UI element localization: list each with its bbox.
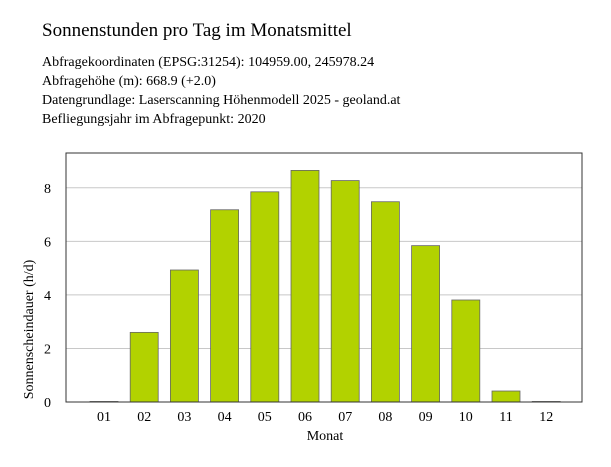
x-tick-label: 11	[499, 410, 512, 425]
y-tick-label: 8	[44, 182, 51, 197]
x-tick-label: 07	[338, 410, 352, 425]
bar-month-08	[370, 201, 400, 403]
y-tick-label: 6	[44, 235, 51, 250]
x-axis-label: Monat	[307, 429, 344, 444]
x-tick-label: 12	[539, 410, 553, 425]
x-tick-label: 08	[378, 410, 392, 425]
x-tick-label: 10	[459, 410, 473, 425]
y-tick-label: 0	[44, 396, 51, 411]
x-tick-label: 05	[258, 410, 272, 425]
x-tick-label: 04	[218, 410, 232, 425]
bar-month-10	[451, 299, 481, 403]
y-tick-labels: 0 2 4 6 8	[44, 182, 51, 411]
query-coordinates-line: Abfragekoordinaten (EPSG:31254): 104959.…	[42, 55, 375, 70]
x-tick-label: 03	[177, 410, 191, 425]
query-height-line: Abfragehöhe (m): 668.9 (+2.0)	[42, 74, 216, 89]
x-tick-label: 01	[97, 410, 111, 425]
plot-frame	[65, 152, 583, 403]
y-tick-label: 4	[44, 289, 51, 304]
flight-year-line: Befliegungsjahr im Abfragepunkt: 2020	[42, 112, 266, 127]
bar-month-11	[491, 390, 521, 403]
grid-lines	[66, 187, 582, 349]
bar-month-04	[210, 209, 240, 403]
bar-month-07	[330, 180, 360, 403]
x-tick-label: 02	[137, 410, 151, 425]
y-axis-label: Sonnenscheindauer (h/d)	[22, 259, 37, 399]
bar-month-03	[169, 269, 199, 403]
x-tick-label: 06	[298, 410, 312, 425]
chart-title: Sonnenstunden pro Tag im Monatsmittel	[42, 20, 352, 41]
data-source-line: Datengrundlage: Laserscanning Höhenmodel…	[42, 93, 401, 108]
bar-month-09	[411, 245, 441, 403]
x-tick-label: 09	[419, 410, 433, 425]
bar-month-02	[129, 331, 159, 403]
bars	[89, 170, 561, 403]
bar-month-05	[250, 191, 280, 403]
x-tick-labels: 01 02 03 04 05 06 07 08 09 10 11 12	[97, 410, 553, 425]
bar-month-06	[290, 170, 320, 403]
y-tick-label: 2	[44, 342, 51, 357]
